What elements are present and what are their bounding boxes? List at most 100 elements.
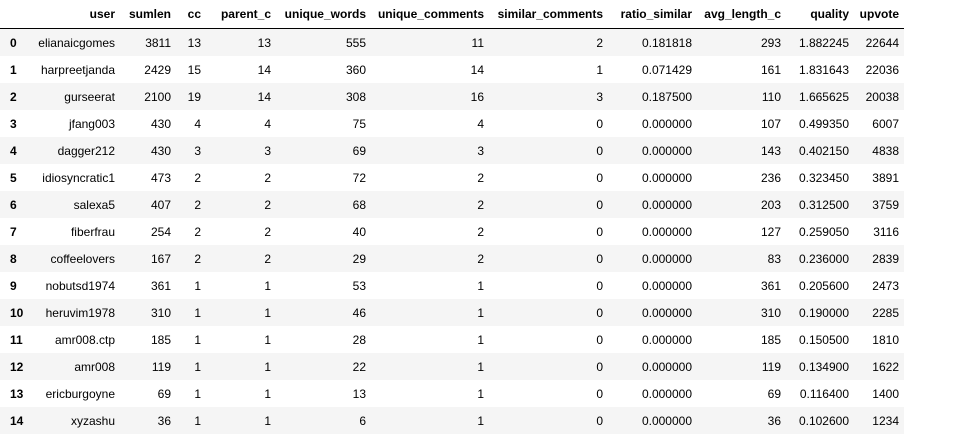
cell-parent-c: 2 xyxy=(206,191,276,218)
cell-unique-comments: 16 xyxy=(371,83,489,110)
row-index: 13 xyxy=(0,380,30,407)
cell-user: ericburgoyne xyxy=(30,380,120,407)
cell-avg-length-c: 110 xyxy=(697,83,786,110)
cell-upvote: 2473 xyxy=(854,272,904,299)
column-header-ratio-similar: ratio_similar xyxy=(608,0,697,29)
cell-sumlen: 3811 xyxy=(120,29,176,57)
cell-similar-comments: 2 xyxy=(489,29,608,57)
cell-unique-comments: 1 xyxy=(371,380,489,407)
cell-avg-length-c: 293 xyxy=(697,29,786,57)
cell-unique-comments: 2 xyxy=(371,218,489,245)
cell-user: amr008 xyxy=(30,353,120,380)
cell-unique-words: 68 xyxy=(276,191,371,218)
cell-user: coffeelovers xyxy=(30,245,120,272)
column-header-avg-length-c: avg_length_c xyxy=(697,0,786,29)
cell-upvote: 1234 xyxy=(854,407,904,434)
cell-similar-comments: 0 xyxy=(489,110,608,137)
cell-unique-comments: 2 xyxy=(371,164,489,191)
row-index: 10 xyxy=(0,299,30,326)
cell-cc: 2 xyxy=(176,191,206,218)
cell-sumlen: 2100 xyxy=(120,83,176,110)
cell-avg-length-c: 127 xyxy=(697,218,786,245)
cell-unique-comments: 1 xyxy=(371,407,489,434)
cell-ratio-similar: 0.000000 xyxy=(608,245,697,272)
cell-cc: 3 xyxy=(176,137,206,164)
cell-unique-words: 22 xyxy=(276,353,371,380)
cell-parent-c: 2 xyxy=(206,164,276,191)
cell-quality: 0.236000 xyxy=(786,245,854,272)
cell-similar-comments: 0 xyxy=(489,353,608,380)
cell-sumlen: 36 xyxy=(120,407,176,434)
cell-parent-c: 4 xyxy=(206,110,276,137)
cell-user: heruvim1978 xyxy=(30,299,120,326)
cell-avg-length-c: 107 xyxy=(697,110,786,137)
cell-user: salexa5 xyxy=(30,191,120,218)
cell-unique-words: 75 xyxy=(276,110,371,137)
cell-sumlen: 361 xyxy=(120,272,176,299)
cell-upvote: 3759 xyxy=(854,191,904,218)
cell-quality: 0.134900 xyxy=(786,353,854,380)
cell-unique-words: 13 xyxy=(276,380,371,407)
cell-parent-c: 2 xyxy=(206,218,276,245)
cell-sumlen: 2429 xyxy=(120,56,176,83)
cell-ratio-similar: 0.000000 xyxy=(608,326,697,353)
cell-avg-length-c: 36 xyxy=(697,407,786,434)
cell-cc: 13 xyxy=(176,29,206,57)
cell-ratio-similar: 0.000000 xyxy=(608,353,697,380)
cell-parent-c: 13 xyxy=(206,29,276,57)
cell-unique-words: 72 xyxy=(276,164,371,191)
cell-unique-comments: 3 xyxy=(371,137,489,164)
cell-unique-comments: 2 xyxy=(371,191,489,218)
row-index: 5 xyxy=(0,164,30,191)
cell-sumlen: 185 xyxy=(120,326,176,353)
cell-sumlen: 119 xyxy=(120,353,176,380)
cell-ratio-similar: 0.000000 xyxy=(608,218,697,245)
cell-ratio-similar: 0.000000 xyxy=(608,137,697,164)
cell-cc: 1 xyxy=(176,380,206,407)
cell-avg-length-c: 236 xyxy=(697,164,786,191)
cell-parent-c: 1 xyxy=(206,299,276,326)
cell-quality: 1.665625 xyxy=(786,83,854,110)
row-index: 12 xyxy=(0,353,30,380)
column-header-sumlen: sumlen xyxy=(120,0,176,29)
cell-unique-words: 29 xyxy=(276,245,371,272)
cell-upvote: 1400 xyxy=(854,380,904,407)
cell-cc: 1 xyxy=(176,326,206,353)
cell-user: harpreetjanda xyxy=(30,56,120,83)
cell-ratio-similar: 0.187500 xyxy=(608,83,697,110)
cell-avg-length-c: 161 xyxy=(697,56,786,83)
cell-unique-words: 308 xyxy=(276,83,371,110)
cell-ratio-similar: 0.000000 xyxy=(608,299,697,326)
cell-cc: 15 xyxy=(176,56,206,83)
cell-unique-comments: 11 xyxy=(371,29,489,57)
cell-quality: 0.150500 xyxy=(786,326,854,353)
cell-quality: 0.323450 xyxy=(786,164,854,191)
row-index: 6 xyxy=(0,191,30,218)
cell-user: dagger212 xyxy=(30,137,120,164)
cell-cc: 1 xyxy=(176,272,206,299)
cell-sumlen: 430 xyxy=(120,110,176,137)
row-index: 4 xyxy=(0,137,30,164)
cell-user: idiosyncratic1 xyxy=(30,164,120,191)
cell-unique-words: 40 xyxy=(276,218,371,245)
cell-avg-length-c: 143 xyxy=(697,137,786,164)
cell-cc: 2 xyxy=(176,245,206,272)
cell-ratio-similar: 0.000000 xyxy=(608,380,697,407)
column-header-parent-c: parent_c xyxy=(206,0,276,29)
cell-unique-words: 53 xyxy=(276,272,371,299)
cell-similar-comments: 0 xyxy=(489,407,608,434)
cell-cc: 4 xyxy=(176,110,206,137)
cell-cc: 19 xyxy=(176,83,206,110)
column-header-upvote: upvote xyxy=(854,0,904,29)
cell-avg-length-c: 203 xyxy=(697,191,786,218)
cell-quality: 0.102600 xyxy=(786,407,854,434)
